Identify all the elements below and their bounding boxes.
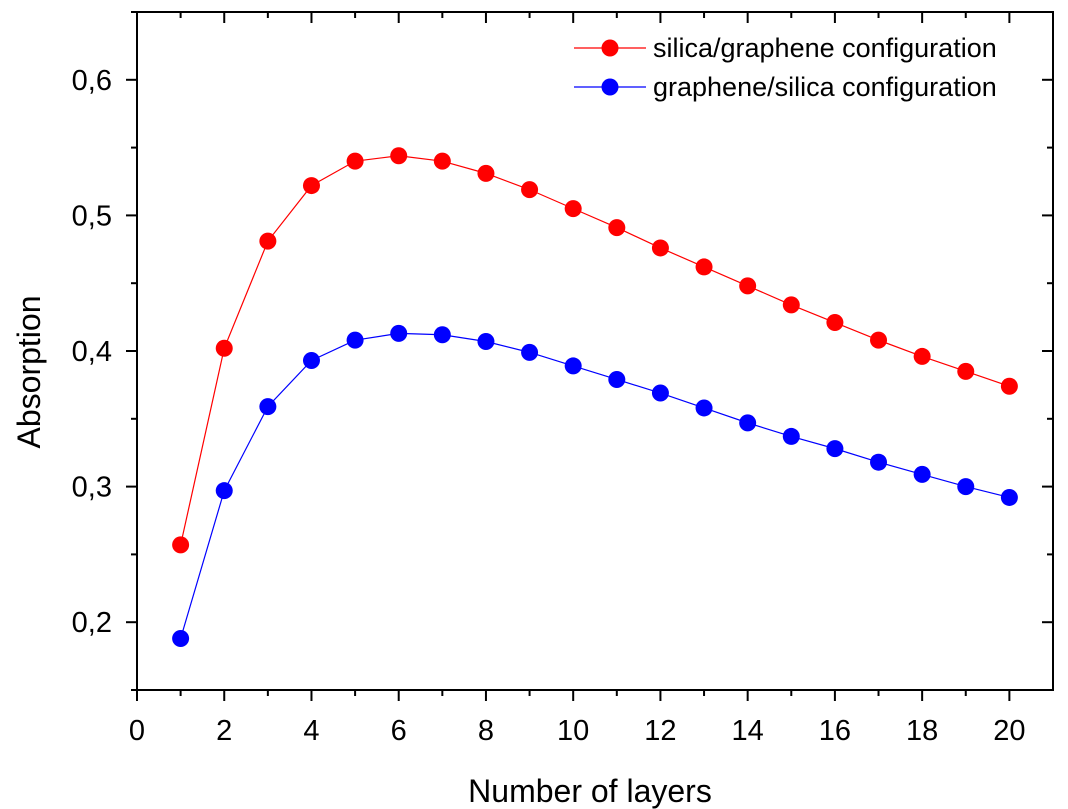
y-axis-title: Absorption (11, 296, 47, 449)
data-point-0 (782, 296, 800, 314)
data-point-0 (870, 331, 888, 349)
y-tick-label: 0,5 (72, 200, 112, 232)
series-layer (172, 147, 1018, 647)
x-tick-label: 14 (732, 715, 764, 747)
data-point-1 (172, 629, 190, 647)
data-point-1 (913, 465, 931, 483)
x-tick-label: 6 (391, 715, 407, 747)
data-point-1 (521, 343, 539, 361)
data-point-1 (870, 453, 888, 471)
series-line-0 (180, 155, 1010, 546)
legend-label-1: graphene/silica configuration (653, 72, 997, 102)
x-tick-label: 0 (129, 715, 145, 747)
y-axis-ticks: 0,2 0,3 0,4 0,5 0,6 (72, 11, 1053, 691)
x-axis-title: Number of layers (468, 773, 712, 809)
data-point-1 (739, 414, 757, 432)
legend-marker-1 (601, 78, 619, 96)
data-point-0 (564, 200, 582, 218)
y-tick-label: 0,2 (72, 607, 112, 639)
x-tick-label: 2 (216, 715, 232, 747)
data-point-1 (477, 333, 495, 351)
data-point-1 (302, 351, 320, 369)
data-point-1 (346, 331, 364, 349)
legend-label-0: silica/graphene configuration (653, 33, 997, 63)
x-tick-label: 8 (478, 715, 494, 747)
data-point-0 (477, 164, 495, 182)
data-point-1 (651, 384, 669, 402)
x-tick-label: 12 (644, 715, 676, 747)
data-point-1 (259, 398, 277, 416)
legend-marker-0 (601, 39, 619, 57)
data-point-0 (651, 239, 669, 257)
data-point-0 (913, 347, 931, 365)
x-tick-label: 20 (993, 715, 1025, 747)
y-tick-label: 0,6 (72, 65, 112, 97)
data-point-1 (782, 427, 800, 445)
x-tick-label: 16 (819, 715, 851, 747)
data-point-0 (521, 181, 539, 199)
y-tick-label: 0,4 (72, 336, 112, 368)
y-tick-label: 0,3 (72, 472, 112, 504)
x-tick-label: 4 (303, 715, 319, 747)
data-point-0 (608, 219, 626, 237)
data-point-0 (390, 147, 408, 165)
data-point-1 (215, 482, 233, 500)
data-point-0 (739, 277, 757, 295)
data-point-1 (826, 440, 844, 458)
data-point-1 (564, 357, 582, 375)
data-point-0 (826, 314, 844, 332)
data-point-0 (346, 152, 364, 170)
data-point-0 (172, 536, 190, 554)
x-tick-label: 10 (557, 715, 589, 747)
data-point-0 (433, 152, 451, 170)
data-point-0 (259, 232, 277, 250)
data-point-0 (302, 177, 320, 195)
x-axis-ticks: 0 2 4 6 8 10 12 14 16 18 20 (129, 12, 1026, 747)
x-tick-label: 18 (906, 715, 938, 747)
data-point-1 (433, 326, 451, 344)
data-point-0 (695, 258, 713, 276)
data-point-1 (1000, 488, 1018, 506)
data-point-0 (215, 339, 233, 357)
data-point-1 (390, 324, 408, 342)
data-point-0 (1000, 377, 1018, 395)
legend: silica/graphene configuration graphene/si… (574, 33, 997, 102)
data-point-1 (695, 399, 713, 417)
data-point-1 (608, 370, 626, 388)
series-line-1 (180, 332, 1010, 639)
data-point-0 (957, 362, 975, 380)
data-point-1 (957, 478, 975, 496)
